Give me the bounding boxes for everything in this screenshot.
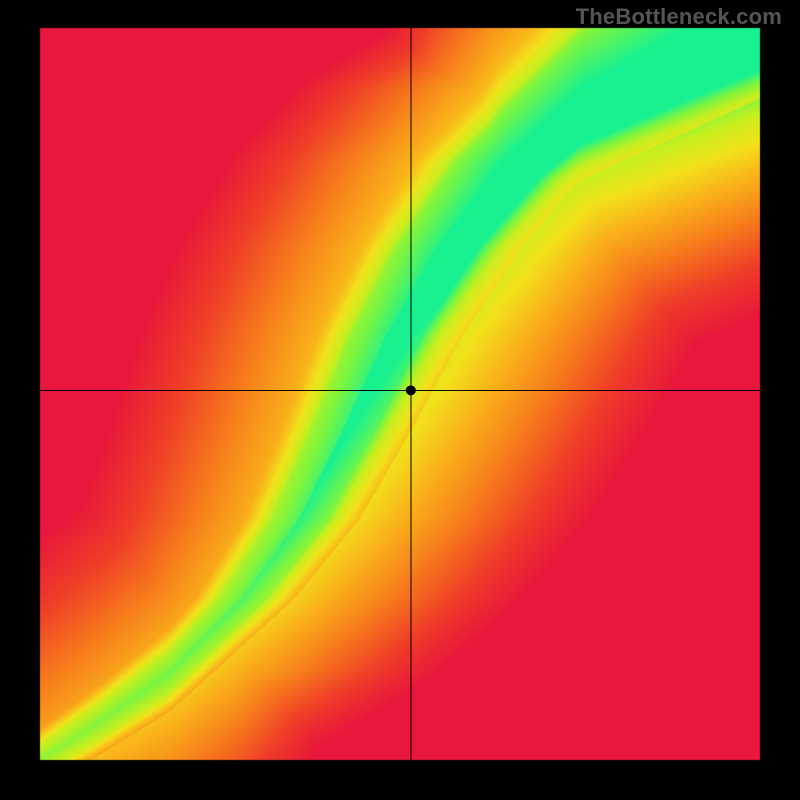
overlay-svg <box>0 0 800 800</box>
chart-container: TheBottleneck.com <box>0 0 800 800</box>
crosshair-dot <box>406 385 416 395</box>
watermark-text: TheBottleneck.com <box>576 4 782 30</box>
crosshair <box>40 28 760 760</box>
